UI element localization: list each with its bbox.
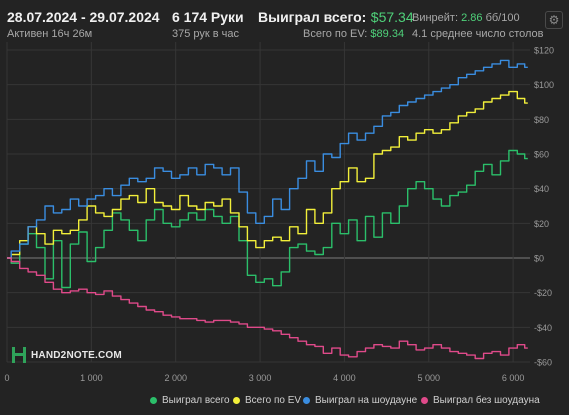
avg-tables: 4.1 среднее число столов [412,28,544,40]
ev-value: $89.34 [370,28,405,40]
series-line-won-total [7,149,528,289]
winrate-unit: бб/100 [485,12,520,24]
active-time: Активен 16ч 26м [7,28,93,40]
y-tick-label: $100 [534,80,554,90]
hand2note-logo-text: HAND2NOTE.COM [31,349,122,361]
y-tick-label: $0 [534,254,544,264]
y-tick-label: $80 [534,115,549,125]
hands-per-hour: 375 рук в час [172,28,240,40]
legend-item-showdown[interactable]: Выиграл на шоудауне [303,395,417,406]
y-axis-ticks: -$60 -$40 -$20 $0 $20 $40 $60 $80 $100 $120 [534,46,554,368]
y-tick-label: $120 [534,46,554,56]
date-range: 28.07.2024 - 29.07.2024 [7,9,160,25]
winrate-label: Винрейт: [412,12,459,24]
x-tick-label: 1 000 [80,373,103,383]
winrate-value: 2.86 [461,12,483,24]
x-tick-label: 5 000 [418,373,441,383]
chart-legend: Выиграл всего Всего по EV Выиграл на шоу… [0,395,569,411]
y-tick-label: -$40 [534,323,552,333]
y-tick-label: -$20 [534,288,552,298]
series-line-no-showdown [7,257,528,360]
y-tick-label: $20 [534,219,549,229]
legend-dot-ev [233,397,240,404]
legend-label-won-total: Выиграл всего [162,395,230,406]
legend-item-ev[interactable]: Всего по EV [233,395,301,406]
series-line-showdown [7,59,528,259]
ev-label: Всего по EV: [303,28,368,40]
x-tick-label: 2 000 [164,373,187,383]
legend-label-showdown: Выиграл на шоудауне [315,395,418,406]
ev-stat: Всего по EV: $89.34 [303,28,404,40]
won-total-label: Выиграл всего: [258,9,367,25]
legend-item-no-showdown[interactable]: Выиграл без шоудауна [421,395,540,406]
legend-dot-won-total [150,397,157,404]
legend-label-ev: Всего по EV [245,395,302,406]
won-total-stat: Выиграл всего: $57.34 [258,9,414,27]
chart-series [7,59,528,360]
x-tick-label: 0 [4,373,9,383]
legend-dot-showdown [303,397,310,404]
chart-grid [6,42,530,363]
series-line-ev [7,90,528,259]
legend-dot-no-showdown [421,397,428,404]
winrate-stat: Винрейт: 2.86 бб/100 [412,12,520,24]
won-total-value: $57.34 [370,9,414,25]
legend-item-won-total[interactable]: Выиграл всего [150,395,230,406]
legend-label-no-showdown: Выиграл без шоудауна [433,395,540,406]
x-tick-label: 4 000 [333,373,356,383]
y-tick-label: $40 [534,184,549,194]
x-tick-label: 3 000 [249,373,272,383]
hand2note-logo: HAND2NOTE.COM [12,347,122,363]
x-axis-ticks: 0 1 000 2 000 3 000 4 000 5 000 6 000 [4,373,524,383]
y-tick-label: -$60 [534,358,552,368]
hand2note-logo-icon [12,347,26,363]
y-tick-label: $60 [534,150,549,160]
hands-count: 6 174 Руки [172,9,244,25]
x-tick-label: 6 000 [502,373,525,383]
gear-icon[interactable]: ⚙ [545,11,563,29]
